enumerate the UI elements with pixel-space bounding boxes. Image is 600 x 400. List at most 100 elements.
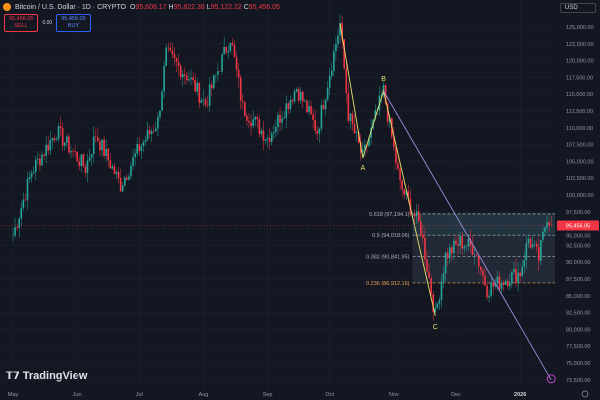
- candle-body: [51, 138, 54, 141]
- y-tick-label: 72,500.00: [566, 378, 590, 384]
- candle-body: [113, 166, 116, 175]
- candle-body: [215, 74, 217, 76]
- candle-body: [285, 103, 288, 118]
- candle-body: [148, 130, 151, 134]
- candle-body: [293, 91, 296, 102]
- candle-body: [241, 100, 244, 102]
- candle-body: [287, 103, 290, 110]
- candle-body: [225, 46, 228, 53]
- y-tick-label: 97,500.00: [566, 210, 590, 216]
- candle-body: [424, 237, 426, 260]
- candle-body: [430, 278, 432, 295]
- candle-body: [146, 130, 149, 141]
- trend-line: [383, 90, 552, 381]
- x-tick-label: May: [8, 392, 19, 398]
- candle-body: [368, 137, 370, 147]
- candle-body: [45, 144, 47, 156]
- candle-body: [28, 177, 31, 180]
- candle-body: [132, 157, 134, 166]
- candle-body: [109, 160, 112, 169]
- candle-body: [186, 75, 188, 81]
- symbol-title[interactable]: Bitcoin / U.S. Dollar · 1D · CRYPTO: [15, 3, 126, 11]
- candle-body: [86, 160, 89, 173]
- candle-body: [513, 269, 515, 273]
- y-tick-label: 80,000.00: [566, 327, 590, 333]
- candle-body: [506, 280, 509, 287]
- candle-body: [103, 139, 105, 156]
- y-tick-label: 122,500.00: [566, 42, 594, 48]
- candle-body: [136, 144, 138, 154]
- candle-body: [66, 136, 68, 143]
- candle-body: [268, 138, 271, 142]
- last-price-tag: [557, 220, 599, 231]
- candle-body: [546, 222, 548, 228]
- candle-body: [59, 126, 62, 129]
- candle-body: [121, 185, 124, 192]
- candle-body: [509, 283, 511, 287]
- settings-icon: [581, 390, 589, 398]
- candle-body: [20, 207, 23, 219]
- candle-body: [471, 245, 474, 256]
- candle-body: [152, 131, 155, 132]
- candle-body: [467, 238, 470, 247]
- candle-body: [138, 144, 141, 152]
- buy-button[interactable]: 95,456.05 BUY: [56, 14, 91, 32]
- candle-body: [304, 100, 306, 102]
- candle-body: [459, 236, 461, 246]
- x-tick-label: Oct: [325, 392, 334, 398]
- candle-body: [217, 71, 219, 75]
- candle-body: [57, 126, 60, 140]
- currency-select[interactable]: USD: [560, 3, 596, 13]
- candle-body: [115, 171, 118, 175]
- candle-body: [82, 154, 85, 167]
- candle-body: [281, 118, 283, 123]
- candle-body: [24, 199, 27, 201]
- candle-body: [68, 136, 70, 153]
- candle-body: [312, 114, 314, 120]
- candle-body: [134, 153, 136, 158]
- candle-body: [92, 136, 95, 155]
- candle-body: [200, 100, 203, 103]
- trendline-handle: [546, 374, 556, 384]
- candle-body: [233, 45, 236, 58]
- candle-body: [434, 307, 437, 312]
- candle-body: [492, 282, 495, 287]
- sell-button[interactable]: 95,456.05 SELL: [4, 14, 39, 32]
- y-tick-label: 85,000.00: [566, 294, 590, 300]
- candle-body: [223, 46, 225, 55]
- candle-body: [105, 148, 107, 156]
- candle-body: [395, 146, 397, 164]
- candle-body: [519, 272, 521, 277]
- candle-body: [550, 225, 552, 227]
- candle-body: [308, 106, 310, 113]
- candle-body: [463, 246, 466, 249]
- candle-body: [39, 158, 41, 166]
- candle-body: [248, 120, 250, 123]
- candle-body: [297, 88, 300, 101]
- candle-body: [455, 240, 457, 245]
- candle-body: [473, 254, 476, 256]
- candle-body: [231, 43, 234, 46]
- candle-body: [244, 101, 246, 116]
- candle-body: [53, 138, 56, 141]
- candle-body: [302, 91, 304, 102]
- candle-body: [190, 77, 192, 80]
- candle-body: [63, 142, 66, 146]
- candle-body: [99, 141, 101, 151]
- candle-body: [212, 75, 215, 89]
- candle-body: [494, 283, 497, 287]
- symbol-header: Bitcoin / U.S. Dollar · 1D · CRYPTO O95,…: [3, 3, 280, 11]
- candle-body: [353, 124, 356, 134]
- candle-body: [341, 22, 343, 40]
- candle-body: [386, 103, 389, 122]
- x-tick-label: Jul: [136, 392, 143, 398]
- candle-body: [80, 154, 83, 166]
- candle-body: [399, 168, 401, 180]
- candle-body: [208, 84, 211, 106]
- candle-body: [101, 139, 103, 151]
- y-tick-label: 112,500.00: [566, 109, 593, 115]
- candle-body: [128, 176, 130, 180]
- candle-body: [432, 294, 435, 312]
- candle-body: [330, 70, 333, 76]
